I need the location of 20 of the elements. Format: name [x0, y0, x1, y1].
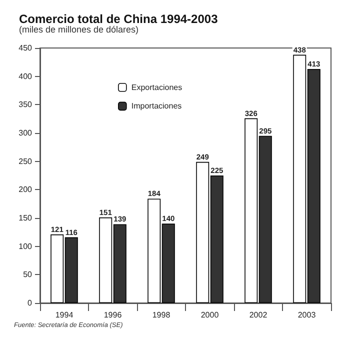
- y-tick-label: 300: [18, 128, 33, 138]
- legend-label: Importaciones: [131, 102, 182, 111]
- y-tick-label: 200: [18, 185, 33, 194]
- chart-title: Comercio total de China 1994-2003: [19, 12, 218, 26]
- y-tick-label: 400: [18, 72, 33, 81]
- y-tick-label: 0: [28, 298, 33, 308]
- y-tick-label: 250: [18, 156, 33, 166]
- legend-label: Exportaciones: [131, 82, 182, 92]
- y-tick-label: 150: [18, 214, 33, 222]
- x-tick-label: 2003: [298, 310, 316, 320]
- y-tick-label: 450: [18, 44, 33, 52]
- x-tick-label: 2000: [200, 310, 220, 320]
- y-tick-label: 50: [23, 270, 33, 280]
- x-tick-label: 1998: [152, 310, 171, 320]
- y-tick-label: 350: [18, 100, 33, 110]
- x-tick-label: 2002: [249, 310, 268, 320]
- y-tick-label: 100: [18, 242, 33, 251]
- x-tick-label: 1996: [104, 310, 122, 320]
- x-tick-label: 1994: [55, 310, 74, 320]
- chart-subtitle: (miles de millones de dólares): [19, 24, 139, 34]
